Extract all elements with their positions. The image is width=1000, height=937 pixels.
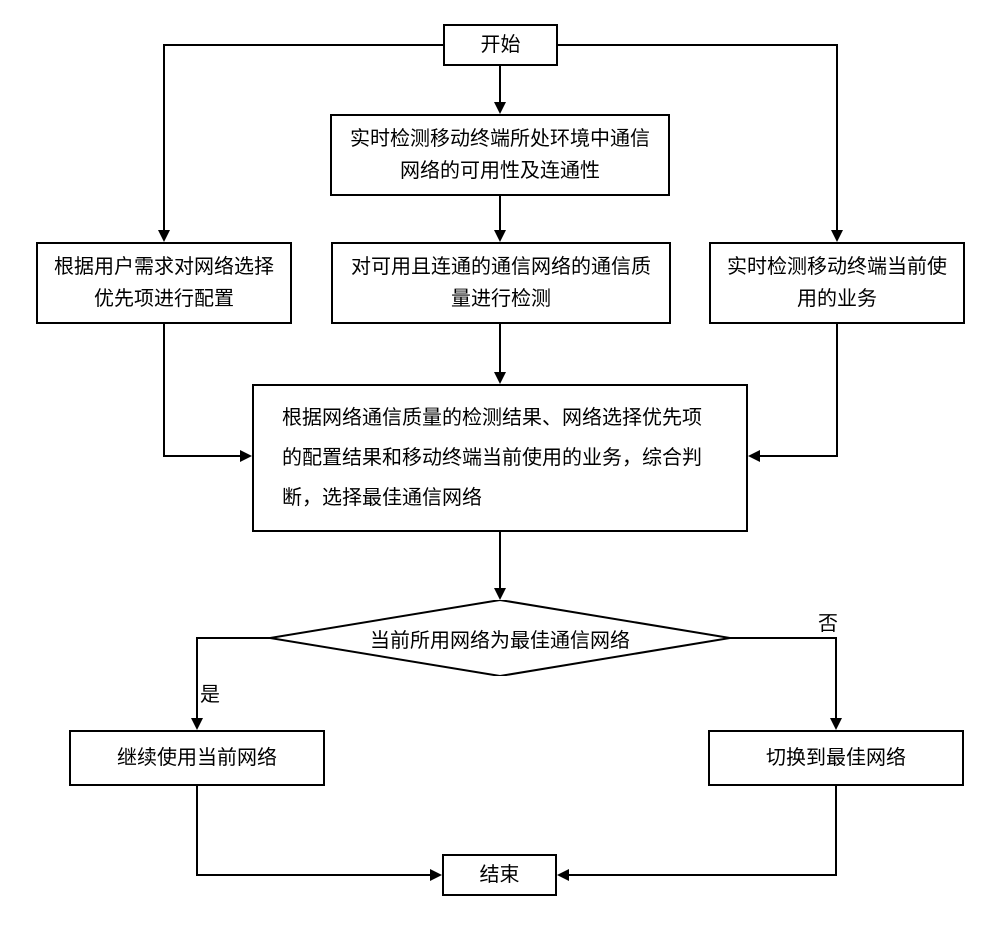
- arrow-line: [730, 637, 837, 639]
- detect-service-text: 实时检测移动终端当前使用的业务: [723, 251, 951, 315]
- switch-net-node: 切换到最佳网络: [708, 730, 964, 786]
- detect-env-node: 实时检测移动终端所处环境中通信网络的可用性及连通性: [330, 114, 670, 196]
- arrow-head-icon: [748, 450, 760, 462]
- arrow-line: [163, 44, 165, 232]
- arrow-head-icon: [494, 588, 506, 600]
- arrow-line: [836, 44, 838, 232]
- yes-label: 是: [200, 678, 220, 707]
- arrow-head-icon: [430, 869, 442, 881]
- arrow-head-icon: [494, 372, 506, 384]
- arrow-line: [569, 874, 837, 876]
- arrow-line: [835, 637, 837, 720]
- arrow-head-icon: [494, 102, 506, 114]
- config-priority-text: 根据用户需求对网络选择优先项进行配置: [50, 251, 278, 315]
- arrow-line: [196, 637, 198, 720]
- arrow-line: [163, 324, 165, 455]
- arrow-head-icon: [830, 718, 842, 730]
- judge-select-node: 根据网络通信质量的检测结果、网络选择优先项的配置结果和移动终端当前使用的业务，综…: [252, 384, 748, 532]
- arrow-head-icon: [494, 230, 506, 242]
- arrow-head-icon: [158, 230, 170, 242]
- arrow-head-icon: [191, 718, 203, 730]
- start-text: 开始: [481, 29, 521, 61]
- arrow-head-icon: [831, 230, 843, 242]
- arrow-line: [196, 786, 198, 874]
- arrow-line: [760, 455, 838, 457]
- continue-net-node: 继续使用当前网络: [69, 730, 325, 786]
- arrow-head-icon: [557, 869, 569, 881]
- switch-net-text: 切换到最佳网络: [766, 742, 906, 774]
- judge-select-text: 根据网络通信质量的检测结果、网络选择优先项的配置结果和移动终端当前使用的业务，综…: [282, 398, 718, 518]
- arrow-line: [196, 637, 270, 639]
- arrow-line: [499, 532, 501, 590]
- detect-env-text: 实时检测移动终端所处环境中通信网络的可用性及连通性: [344, 123, 656, 187]
- end-node: 结束: [442, 854, 557, 896]
- no-label: 否: [818, 607, 838, 636]
- arrow-line: [836, 324, 838, 455]
- arrow-line: [499, 324, 501, 374]
- decision-text: 当前所用网络为最佳通信网络: [370, 624, 630, 653]
- arrow-line: [163, 455, 242, 457]
- start-node: 开始: [443, 24, 558, 66]
- arrow-line: [163, 44, 443, 46]
- arrow-line: [558, 44, 838, 46]
- check-quality-text: 对可用且连通的通信网络的通信质量进行检测: [345, 251, 657, 315]
- detect-service-node: 实时检测移动终端当前使用的业务: [709, 242, 965, 324]
- arrow-line: [196, 874, 432, 876]
- arrow-line: [499, 196, 501, 232]
- arrow-line: [835, 786, 837, 874]
- arrow-line: [499, 66, 501, 104]
- config-priority-node: 根据用户需求对网络选择优先项进行配置: [36, 242, 292, 324]
- arrow-head-icon: [240, 450, 252, 462]
- check-quality-node: 对可用且连通的通信网络的通信质量进行检测: [331, 242, 671, 324]
- decision-node: 当前所用网络为最佳通信网络: [270, 600, 730, 676]
- continue-net-text: 继续使用当前网络: [117, 742, 277, 774]
- end-text: 结束: [480, 859, 520, 891]
